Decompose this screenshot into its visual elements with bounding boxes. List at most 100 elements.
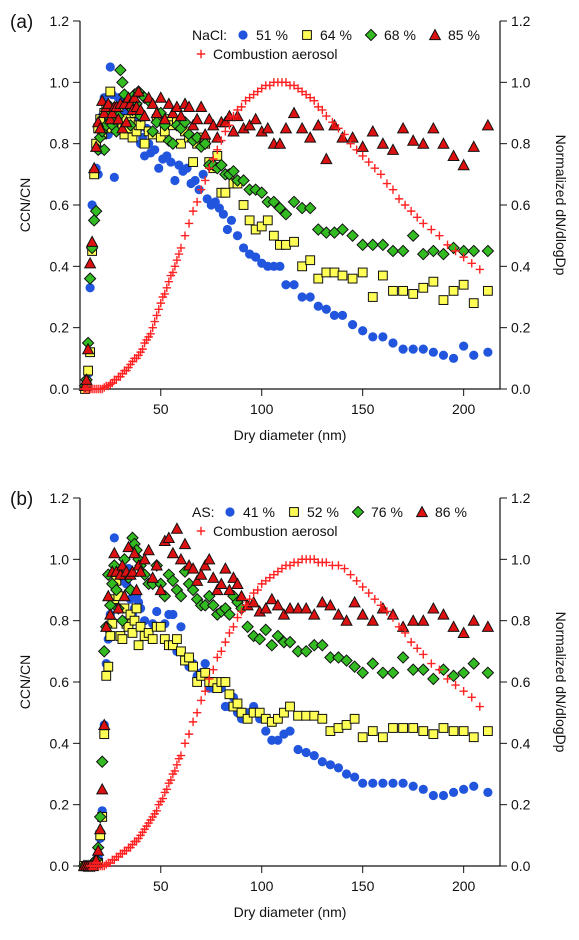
data-point-triangle [303, 131, 317, 143]
data-point-square [482, 285, 493, 296]
data-point-cross [225, 628, 234, 638]
data-point-diamond [467, 657, 481, 670]
data-point-diamond [346, 229, 359, 242]
data-point-square [321, 267, 332, 278]
data-point-triangle [427, 601, 440, 614]
legend-label: Combustion aerosol [213, 46, 338, 62]
data-point-cross [225, 121, 234, 130]
data-point-square [268, 230, 279, 241]
data-point-cross [322, 558, 331, 567]
data-point-triangle [95, 94, 109, 106]
data-point-triangle [366, 124, 380, 137]
data-point-triangle [247, 595, 260, 608]
data-point-cross [156, 298, 165, 308]
x-tick-label: 50 [153, 878, 169, 894]
data-point-square [131, 603, 142, 614]
data-point-diamond [406, 663, 420, 677]
data-point-cross [233, 613, 242, 622]
data-point-square [448, 285, 459, 296]
data-point-square [127, 628, 138, 638]
data-point-cross [334, 561, 343, 570]
data-point-square [418, 726, 429, 736]
data-point-circle [378, 778, 388, 788]
x-tick-label: 50 [153, 401, 169, 417]
data-point-triangle [102, 97, 115, 109]
data-point-diamond [190, 131, 204, 144]
data-point-triangle [417, 614, 430, 626]
data-point-triangle [81, 342, 95, 355]
y2-tick-label: 0.4 [511, 735, 531, 751]
data-point-cross [138, 344, 147, 354]
data-point-square [254, 707, 265, 718]
data-point-triangle [170, 100, 184, 112]
data-point-square [325, 726, 336, 736]
data-point-circle [200, 659, 210, 669]
data-point-diamond [166, 137, 180, 150]
data-point-triangle [106, 106, 119, 119]
data-point-cross [328, 118, 337, 127]
data-point-circle [226, 215, 237, 225]
data-point-cross [213, 653, 222, 662]
data-point-square [398, 285, 408, 296]
data-point-cross [467, 259, 476, 268]
data-point-square [289, 236, 299, 247]
data-point-cross [192, 197, 202, 207]
data-point-triangle [190, 112, 204, 125]
data-point-square [200, 667, 211, 678]
data-point-circle [261, 726, 271, 736]
data-point-square [317, 713, 328, 724]
data-point-circle [448, 787, 459, 798]
data-point-circle [275, 261, 285, 271]
data-point-square [105, 631, 116, 641]
data-point-triangle [467, 140, 480, 152]
data-point-triangle [437, 608, 450, 620]
data-point-square [101, 670, 112, 681]
y-tick-label: 0.6 [50, 674, 70, 690]
data-point-diamond [396, 651, 410, 664]
data-point-triangle [340, 614, 353, 626]
data-point-circle [438, 350, 449, 360]
data-point-diamond [247, 629, 260, 643]
data-point-triangle [348, 595, 361, 608]
data-point-diamond [303, 201, 317, 215]
data-point-cross [184, 729, 194, 739]
data-point-cross [100, 383, 109, 392]
data-point-cross [170, 262, 180, 271]
data-point-cross [245, 595, 254, 604]
data-point-triangle [227, 124, 240, 137]
data-point-triangle [174, 552, 188, 565]
data-point-triangle [146, 97, 159, 109]
data-point-triangle [332, 608, 345, 620]
data-point-circle [368, 332, 378, 342]
data-point-triangle [87, 161, 101, 174]
data-point-square [448, 726, 459, 736]
data-point-cross [427, 659, 436, 668]
panel-label: (b) [10, 489, 33, 510]
data-point-circle [459, 341, 469, 351]
data-point-circle [321, 304, 331, 314]
data-point-square [188, 157, 198, 167]
legend-marker-circle [225, 507, 235, 517]
data-point-square [129, 615, 140, 626]
data-point-triangle [261, 121, 275, 134]
data-point-triangle [198, 128, 212, 140]
data-point-circle [388, 338, 398, 348]
data-point-diamond [340, 654, 353, 667]
data-point-square [458, 279, 469, 290]
legend-marker-cross [196, 49, 206, 59]
data-point-circle [168, 609, 178, 620]
data-point-cross [205, 674, 214, 684]
data-point-square [133, 640, 144, 651]
data-point-circle [469, 350, 479, 360]
data-point-cross [176, 751, 186, 760]
data-point-square [242, 713, 253, 724]
data-point-circle [105, 62, 115, 72]
data-point-cross [162, 785, 172, 794]
data-point-triangle [122, 540, 135, 553]
data-point-cross [406, 206, 416, 216]
data-point-triangle [219, 562, 232, 574]
data-point-diamond [386, 244, 400, 258]
data-point-triangle [447, 620, 460, 632]
data-point-cross [419, 650, 428, 659]
y2-tick-label: 0.2 [511, 797, 531, 813]
